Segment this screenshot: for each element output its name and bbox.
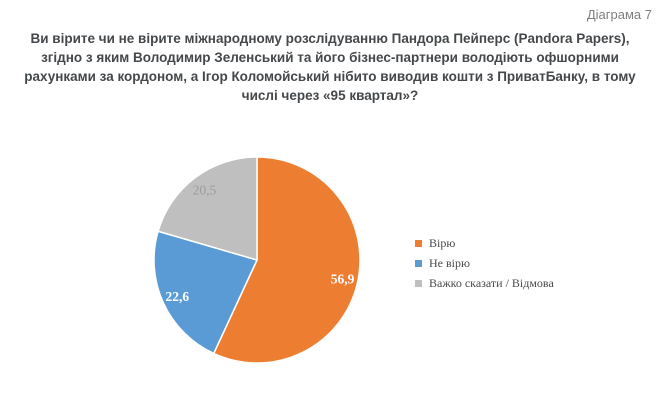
legend-item-ne-viryu: Не вірю: [415, 254, 554, 273]
legend-item-vazhko-skazaty: Важко сказати / Відмова: [415, 274, 554, 293]
pie-slice-label: 56,9: [331, 271, 355, 286]
chart-question-title: Ви вірите чи не вірите міжнародному розс…: [24, 31, 636, 103]
legend-swatch: [415, 280, 422, 287]
legend-label: Не вірю: [429, 256, 470, 270]
pie-slice-1: [212, 156, 361, 364]
pie-slice-3: [157, 156, 258, 261]
chart-legend: Вірю Не вірю Важко сказати / Відмова: [415, 234, 554, 294]
legend-label: Важко сказати / Відмова: [429, 276, 554, 290]
legend-swatch: [415, 240, 422, 247]
legend-item-viryu: Вірю: [415, 234, 554, 253]
legend-swatch: [415, 260, 422, 267]
pie-slice-label: 22,6: [166, 289, 190, 304]
diagram-number-label: Діаграма 7: [586, 7, 652, 22]
pie-slice-2: [153, 230, 258, 355]
pie-slice-label: 20,5: [193, 182, 217, 197]
legend-label: Вірю: [429, 236, 456, 250]
